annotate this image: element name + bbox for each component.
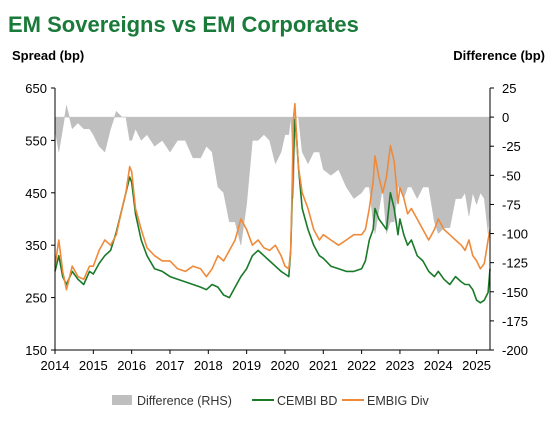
x-tick-label: 2024	[424, 358, 453, 373]
y-right-tick-label: -125	[502, 256, 528, 271]
legend-label: Difference (RHS)	[137, 394, 232, 408]
y-right-tick-label: -100	[502, 227, 528, 242]
difference-area-layer	[54, 105, 491, 246]
legend-difference: Difference (RHS)	[112, 394, 232, 408]
x-tick-label: 2022	[347, 358, 376, 373]
y-right-tick-label: -75	[502, 197, 521, 212]
y-left-tick-label: 650	[25, 81, 47, 96]
y-right-tick-label: -175	[502, 314, 528, 329]
y-axis-right-label: Difference (bp)	[453, 48, 545, 63]
series-lines-layer	[54, 102, 491, 304]
y-right-tick-label: 0	[502, 110, 509, 125]
x-tick-label: 2025	[462, 358, 491, 373]
y-left-tick-label: 250	[25, 291, 47, 306]
x-tick-label: 2018	[194, 358, 223, 373]
x-tick-label: 2019	[232, 358, 261, 373]
legend-label: EMBIG Div	[367, 394, 430, 408]
y-axis-left-label: Spread (bp)	[12, 48, 84, 63]
x-tick-label: 2021	[309, 358, 338, 373]
legend: Difference (RHS) CEMBI BD EMBIG Div	[112, 394, 430, 408]
y-right-tick-label: -25	[502, 139, 521, 154]
x-tick-label: 2017	[156, 358, 185, 373]
y-left-tick-label: 150	[25, 343, 47, 358]
legend-swatch	[112, 395, 132, 405]
x-tick-label: 2020	[270, 358, 299, 373]
x-tick-label: 2014	[41, 358, 70, 373]
chart-title: EM Sovereigns vs EM Corporates	[8, 12, 359, 37]
x-tick-label: 2023	[385, 358, 414, 373]
axes-layer	[51, 87, 494, 354]
x-tick-label: 2015	[79, 358, 108, 373]
y-left-tick-label: 550	[25, 133, 47, 148]
legend-label: CEMBI BD	[277, 394, 337, 408]
tick-labels-layer: 650550450350250150250-25-50-75-100-125-1…	[25, 81, 528, 373]
y-right-tick-label: -200	[502, 343, 528, 358]
y-right-tick-label: -150	[502, 285, 528, 300]
y-right-tick-label: 25	[502, 81, 516, 96]
difference-area	[54, 105, 491, 246]
x-tick-label: 2016	[117, 358, 146, 373]
y-left-tick-label: 350	[25, 238, 47, 253]
y-right-tick-label: -50	[502, 168, 521, 183]
y-left-tick-label: 450	[25, 186, 47, 201]
embig-div-line	[54, 102, 491, 291]
legend-embig-div: EMBIG Div	[342, 394, 430, 408]
legend-cembi-bd: CEMBI BD	[252, 394, 337, 408]
